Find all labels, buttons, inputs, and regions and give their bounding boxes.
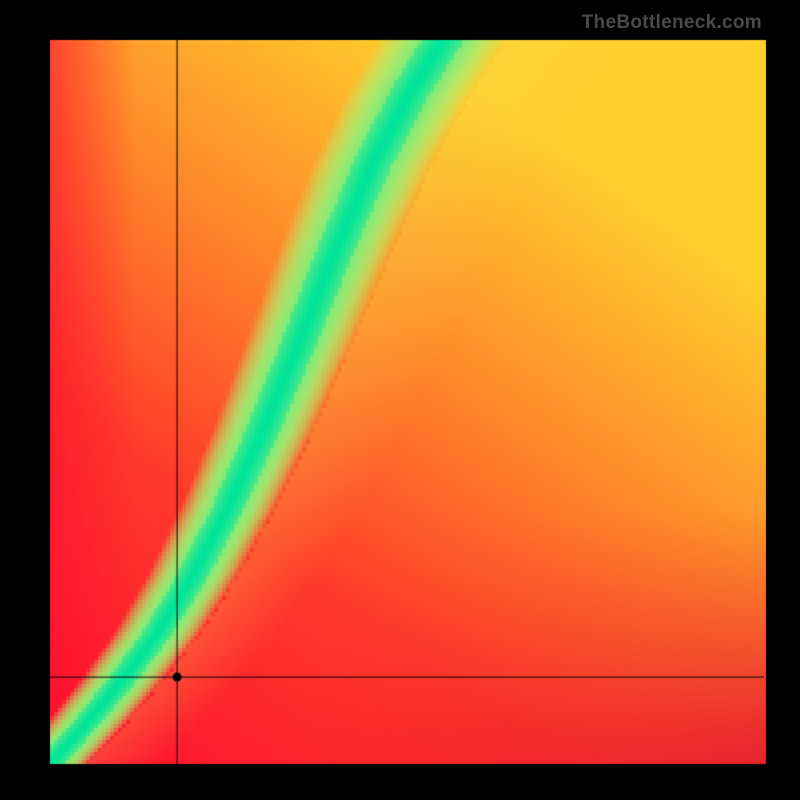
watermark: TheBottleneck.com	[582, 12, 762, 34]
heatmap-chart	[0, 0, 800, 800]
chart-container: TheBottleneck.com	[0, 0, 800, 800]
